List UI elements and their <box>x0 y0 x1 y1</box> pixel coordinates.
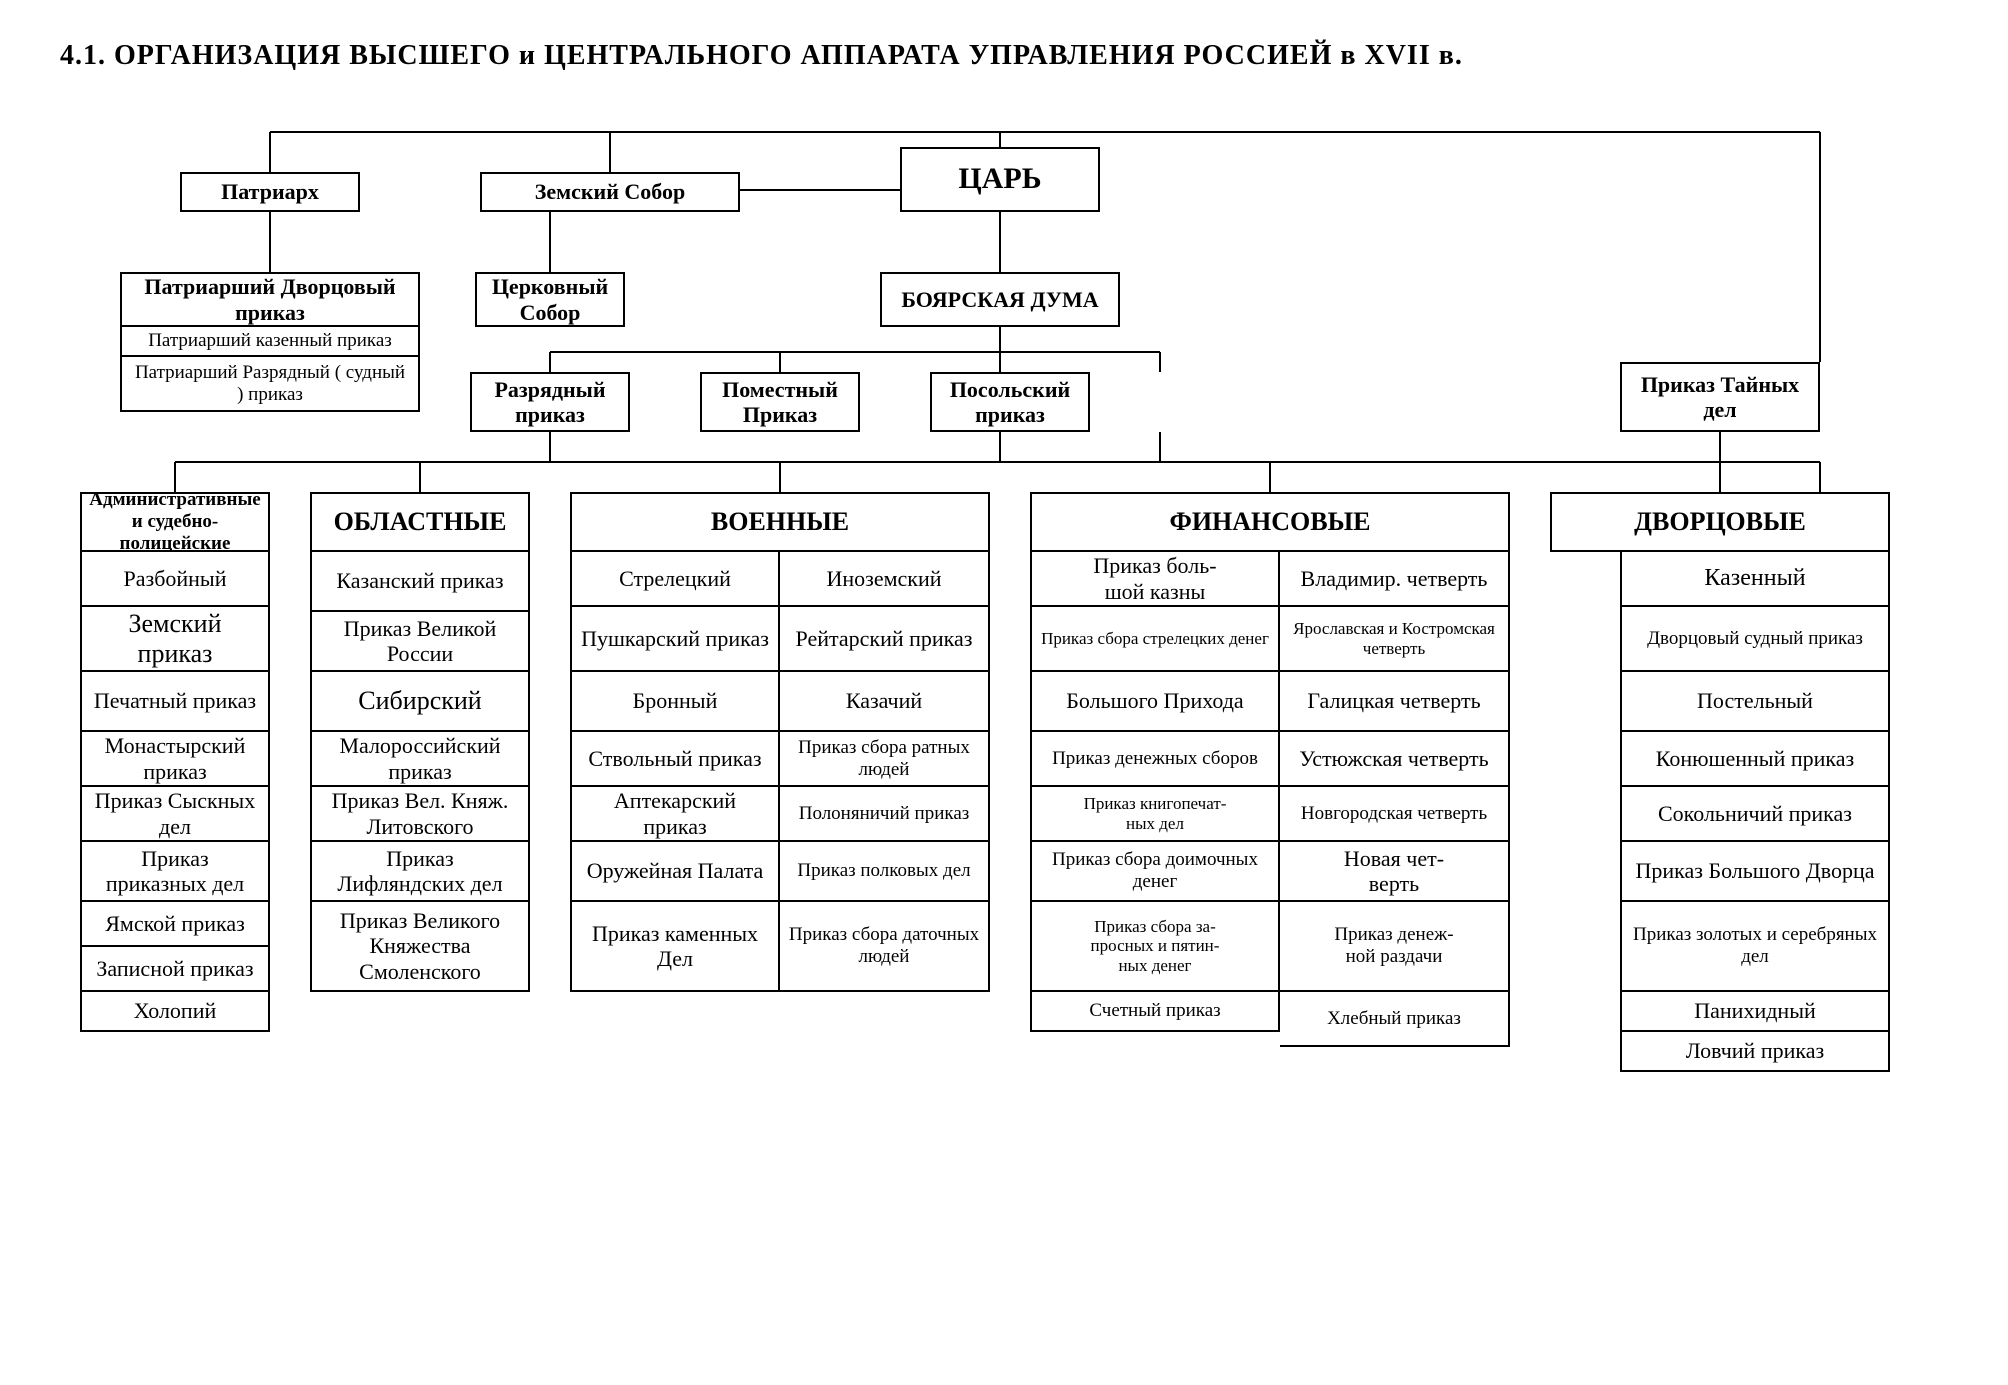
pal-5: Приказ Большого Дворца <box>1620 842 1890 902</box>
node-patriarch-dvortsovy: Патриарший Дворцовый приказ <box>120 272 420 327</box>
node-boyar-duma: БОЯРСКАЯ ДУМА <box>880 272 1120 327</box>
mil-l-5: Оружейная Палата <box>570 842 780 902</box>
col-military-header: ВОЕННЫЕ <box>570 492 990 552</box>
node-razryadny: Разрядный приказ <box>470 372 630 432</box>
oblast-row-5: Приказ Лифляндских дел <box>310 842 530 902</box>
node-posolsky: Посольский приказ <box>930 372 1090 432</box>
node-pomestny: Поместный Приказ <box>700 372 860 432</box>
admin-row-4: Приказ Сыскных дел <box>80 787 270 842</box>
admin-row-6: Ямской приказ <box>80 902 270 947</box>
admin-row-5: Приказ приказных дел <box>80 842 270 902</box>
pal-8: Ловчий приказ <box>1620 1032 1890 1072</box>
mil-l-6: Приказ каменных Дел <box>570 902 780 992</box>
node-patriarch-kazenny: Патриарший казенный приказ <box>120 327 420 357</box>
fin-l-7: Счетный приказ <box>1030 992 1280 1032</box>
fin-l-4: Приказ книгопечат-ных дел <box>1030 787 1280 842</box>
oblast-row-0: Казанский приказ <box>310 552 530 612</box>
mil-l-1: Пушкарский приказ <box>570 607 780 672</box>
oblast-row-1: Приказ Великой России <box>310 612 530 672</box>
col-admin-header: Административные и судебно-полицейские <box>80 492 270 552</box>
pal-3: Конюшенный приказ <box>1620 732 1890 787</box>
fin-r-4: Новгородская четверть <box>1280 787 1510 842</box>
pal-0: Казенный <box>1620 552 1890 607</box>
node-tainykh-del: Приказ Тайных дел <box>1620 362 1820 432</box>
col-oblast-header: ОБЛАСТНЫЕ <box>310 492 530 552</box>
page-title: 4.1. ОРГАНИЗАЦИЯ ВЫСШЕГО и ЦЕНТРАЛЬНОГО … <box>60 40 1948 72</box>
fin-r-6: Приказ денеж-ной раздачи <box>1280 902 1510 992</box>
oblast-row-6: Приказ Великого Княжества Смоленского <box>310 902 530 992</box>
mil-l-0: Стрелецкий <box>570 552 780 607</box>
fin-r-0: Владимир. четверть <box>1280 552 1510 607</box>
pal-2: Постельный <box>1620 672 1890 732</box>
fin-r-1: Ярославская и Костромская четверть <box>1280 607 1510 672</box>
oblast-row-4: Приказ Вел. Княж. Литовского <box>310 787 530 842</box>
mil-r-5: Приказ полковых дел <box>780 842 990 902</box>
oblast-row-3: Малороссийский приказ <box>310 732 530 787</box>
admin-row-0: Разбойный <box>80 552 270 607</box>
node-zemsky-sobor: Земский Собор <box>480 172 740 212</box>
mil-r-6: Приказ сбора даточных людей <box>780 902 990 992</box>
mil-r-2: Казачий <box>780 672 990 732</box>
node-tsar: ЦАРЬ <box>900 147 1100 212</box>
fin-r-3: Устюжская четверть <box>1280 732 1510 787</box>
fin-l-5: Приказ сбора доимочных денег <box>1030 842 1280 902</box>
mil-l-4: Аптекарский приказ <box>570 787 780 842</box>
fin-l-0: Приказ боль-шой казны <box>1030 552 1280 607</box>
oblast-row-2: Сибирский <box>310 672 530 732</box>
mil-r-4: Полоняничий приказ <box>780 787 990 842</box>
fin-r-5: Новая чет-верть <box>1280 842 1510 902</box>
admin-row-8: Холопий <box>80 992 270 1032</box>
mil-l-2: Бронный <box>570 672 780 732</box>
mil-r-0: Иноземский <box>780 552 990 607</box>
fin-l-6: Приказ сбора за-просных и пятин-ных дене… <box>1030 902 1280 992</box>
mil-r-3: Приказ сбора ратных людей <box>780 732 990 787</box>
mil-l-3: Ствольный приказ <box>570 732 780 787</box>
fin-l-2: Большого Прихода <box>1030 672 1280 732</box>
fin-l-1: Приказ сбора стрелецких денег <box>1030 607 1280 672</box>
col-palace-header: ДВОРЦОВЫЕ <box>1550 492 1890 552</box>
admin-row-7: Записной приказ <box>80 947 270 992</box>
pal-1: Дворцовый судный приказ <box>1620 607 1890 672</box>
mil-r-1: Рейтарский приказ <box>780 607 990 672</box>
fin-l-3: Приказ денежных сборов <box>1030 732 1280 787</box>
node-patriarch-razryadny: Патриарший Разрядный ( судный ) приказ <box>120 357 420 412</box>
admin-row-1: Земский приказ <box>80 607 270 672</box>
col-finance-header: ФИНАНСОВЫЕ <box>1030 492 1510 552</box>
pal-6: Приказ золотых и серебряных дел <box>1620 902 1890 992</box>
node-tserkovny-sobor: Церковный Собор <box>475 272 625 327</box>
fin-r-7: Хлебный приказ <box>1280 992 1510 1047</box>
pal-7: Панихидный <box>1620 992 1890 1032</box>
pal-4: Сокольничий приказ <box>1620 787 1890 842</box>
fin-r-2: Галицкая четверть <box>1280 672 1510 732</box>
org-chart: ЦАРЬ Патриарх Земский Собор Патриарший Д… <box>60 112 1940 1312</box>
admin-row-3: Монастырский приказ <box>80 732 270 787</box>
admin-row-2: Печатный приказ <box>80 672 270 732</box>
node-patriarch: Патриарх <box>180 172 360 212</box>
